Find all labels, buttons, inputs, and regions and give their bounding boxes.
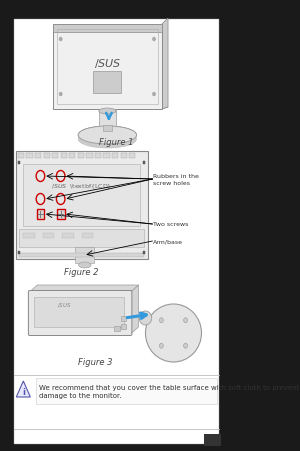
Ellipse shape bbox=[78, 127, 136, 145]
FancyBboxPatch shape bbox=[82, 234, 93, 239]
FancyBboxPatch shape bbox=[20, 253, 144, 258]
FancyBboxPatch shape bbox=[34, 297, 124, 327]
Text: Rubbers in the
screw holes: Rubbers in the screw holes bbox=[153, 174, 199, 185]
FancyBboxPatch shape bbox=[61, 154, 67, 159]
FancyBboxPatch shape bbox=[43, 234, 55, 239]
Ellipse shape bbox=[146, 304, 202, 362]
FancyBboxPatch shape bbox=[52, 154, 58, 159]
FancyBboxPatch shape bbox=[112, 154, 118, 159]
FancyBboxPatch shape bbox=[53, 25, 162, 110]
FancyBboxPatch shape bbox=[44, 154, 50, 159]
Text: Figure 2: Figure 2 bbox=[64, 267, 99, 276]
Ellipse shape bbox=[139, 311, 152, 325]
FancyBboxPatch shape bbox=[26, 154, 33, 159]
Text: $\it{/SUS}$: $\it{/SUS}$ bbox=[94, 56, 121, 69]
FancyBboxPatch shape bbox=[62, 234, 74, 239]
FancyBboxPatch shape bbox=[121, 154, 127, 159]
Text: Figure 1: Figure 1 bbox=[99, 138, 134, 147]
FancyBboxPatch shape bbox=[99, 110, 116, 128]
FancyBboxPatch shape bbox=[114, 326, 120, 331]
Text: Figure 3: Figure 3 bbox=[78, 357, 113, 366]
FancyBboxPatch shape bbox=[18, 252, 20, 254]
FancyBboxPatch shape bbox=[129, 154, 135, 159]
Circle shape bbox=[184, 318, 188, 323]
FancyBboxPatch shape bbox=[76, 248, 94, 263]
Ellipse shape bbox=[99, 109, 116, 115]
Ellipse shape bbox=[79, 262, 91, 268]
Text: i: i bbox=[22, 388, 25, 396]
Text: $\it{/SUS}$: $\it{/SUS}$ bbox=[57, 300, 72, 308]
FancyBboxPatch shape bbox=[18, 154, 24, 159]
FancyBboxPatch shape bbox=[35, 154, 41, 159]
Text: 2-3: 2-3 bbox=[206, 437, 218, 446]
FancyBboxPatch shape bbox=[204, 434, 221, 446]
FancyBboxPatch shape bbox=[143, 252, 146, 254]
Text: Arm/base: Arm/base bbox=[153, 239, 183, 244]
Circle shape bbox=[159, 318, 163, 323]
FancyBboxPatch shape bbox=[103, 154, 110, 159]
Circle shape bbox=[184, 344, 188, 349]
Circle shape bbox=[153, 93, 155, 96]
FancyBboxPatch shape bbox=[18, 161, 20, 165]
FancyBboxPatch shape bbox=[122, 324, 126, 329]
Ellipse shape bbox=[78, 131, 136, 149]
FancyBboxPatch shape bbox=[78, 154, 84, 159]
Text: Two screws: Two screws bbox=[153, 222, 189, 227]
FancyBboxPatch shape bbox=[53, 25, 162, 33]
FancyBboxPatch shape bbox=[20, 230, 144, 248]
Polygon shape bbox=[53, 108, 168, 110]
FancyBboxPatch shape bbox=[57, 210, 64, 220]
FancyBboxPatch shape bbox=[95, 154, 101, 159]
FancyBboxPatch shape bbox=[14, 20, 219, 444]
FancyBboxPatch shape bbox=[122, 316, 126, 321]
Polygon shape bbox=[162, 19, 168, 110]
Ellipse shape bbox=[78, 127, 136, 145]
Text: We recommend that you cover the table surface with soft cloth to prevent: We recommend that you cover the table su… bbox=[39, 384, 299, 390]
Polygon shape bbox=[131, 285, 139, 334]
FancyBboxPatch shape bbox=[23, 165, 140, 226]
FancyBboxPatch shape bbox=[93, 72, 122, 94]
Polygon shape bbox=[16, 381, 30, 397]
Circle shape bbox=[59, 38, 62, 41]
Polygon shape bbox=[30, 285, 139, 292]
FancyBboxPatch shape bbox=[37, 210, 44, 220]
FancyBboxPatch shape bbox=[69, 154, 76, 159]
FancyBboxPatch shape bbox=[28, 291, 132, 336]
Text: $\it{/SUS}$  \textbf{LCD}: $\it{/SUS}$ \textbf{LCD} bbox=[51, 182, 112, 191]
FancyBboxPatch shape bbox=[143, 161, 146, 165]
FancyBboxPatch shape bbox=[103, 126, 112, 132]
Text: damage to the monitor.: damage to the monitor. bbox=[39, 392, 122, 398]
FancyBboxPatch shape bbox=[23, 234, 35, 239]
FancyBboxPatch shape bbox=[16, 152, 148, 259]
Circle shape bbox=[59, 93, 62, 96]
Circle shape bbox=[153, 38, 155, 41]
FancyBboxPatch shape bbox=[86, 154, 93, 159]
FancyBboxPatch shape bbox=[36, 378, 217, 404]
Circle shape bbox=[159, 344, 163, 349]
